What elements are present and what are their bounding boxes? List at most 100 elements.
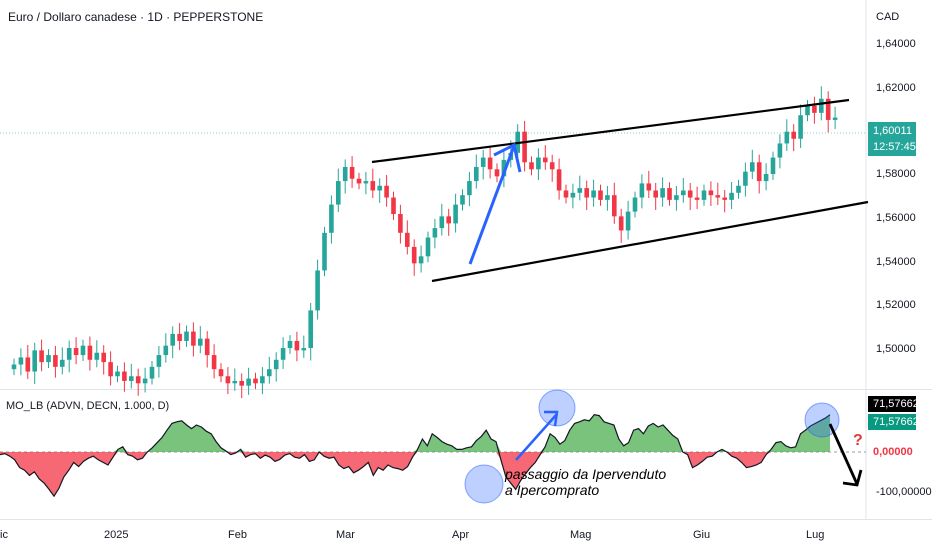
candle[interactable] (784, 131, 790, 144)
candle[interactable] (529, 162, 534, 170)
candle[interactable] (391, 197, 396, 214)
candle[interactable] (60, 359, 65, 367)
candle[interactable] (722, 197, 727, 200)
candle[interactable] (494, 169, 500, 177)
candle[interactable] (570, 192, 576, 198)
candle[interactable] (377, 185, 382, 191)
candle[interactable] (142, 378, 148, 384)
candle[interactable] (743, 171, 748, 186)
candle[interactable] (453, 204, 458, 224)
candle[interactable] (329, 204, 334, 233)
candle[interactable] (301, 348, 307, 351)
candle[interactable] (73, 348, 79, 356)
lower-channel-line[interactable] (431, 200, 869, 283)
candle[interactable] (487, 157, 493, 170)
candle[interactable] (563, 190, 569, 198)
candle[interactable] (349, 166, 355, 179)
candle[interactable] (170, 333, 175, 346)
candle[interactable] (770, 157, 776, 175)
candle[interactable] (108, 362, 113, 377)
candle[interactable] (825, 98, 831, 120)
candle[interactable] (729, 192, 734, 200)
candle[interactable] (632, 197, 638, 212)
candle[interactable] (694, 197, 700, 200)
candle[interactable] (653, 190, 658, 198)
candle[interactable] (432, 228, 438, 238)
candle[interactable] (80, 345, 86, 356)
candle[interactable] (667, 188, 672, 200)
candle[interactable] (460, 195, 465, 205)
candle[interactable] (480, 157, 486, 167)
candle[interactable] (398, 213, 403, 233)
candle[interactable] (584, 188, 589, 198)
candle[interactable] (25, 357, 31, 372)
candle[interactable] (467, 181, 472, 196)
candle[interactable] (832, 117, 838, 120)
candle[interactable] (280, 348, 286, 360)
candle[interactable] (660, 188, 665, 198)
candle[interactable] (549, 162, 555, 170)
candle[interactable] (577, 188, 583, 193)
candle[interactable] (556, 169, 562, 191)
candle[interactable] (598, 190, 603, 200)
candle[interactable] (115, 371, 120, 377)
candle[interactable] (308, 310, 313, 349)
candle[interactable] (46, 355, 51, 363)
candle[interactable] (218, 369, 224, 377)
candle[interactable] (522, 131, 527, 163)
chart-title[interactable]: Euro / Dollaro canadese · 1D · PEPPERSTO… (8, 10, 264, 24)
candle[interactable] (625, 211, 631, 231)
candle[interactable] (260, 376, 265, 384)
candle[interactable] (418, 256, 424, 264)
candle[interactable] (777, 143, 783, 158)
candle[interactable] (405, 232, 410, 247)
candle[interactable] (156, 355, 162, 367)
candle[interactable] (736, 185, 741, 193)
candle[interactable] (715, 195, 721, 198)
candle[interactable] (232, 380, 238, 384)
candle[interactable] (618, 216, 624, 231)
candle[interactable] (253, 378, 258, 384)
candle[interactable] (591, 190, 596, 198)
candle[interactable] (18, 357, 24, 365)
candle[interactable] (446, 216, 451, 224)
candle[interactable] (322, 232, 327, 271)
candle[interactable] (708, 190, 714, 196)
candle[interactable] (267, 369, 272, 377)
candle[interactable] (101, 352, 106, 363)
candle[interactable] (501, 159, 507, 177)
candle[interactable] (474, 166, 479, 182)
candle[interactable] (763, 174, 769, 182)
candle[interactable] (273, 359, 279, 370)
candle[interactable] (315, 270, 320, 311)
candle[interactable] (791, 131, 796, 139)
candle[interactable] (11, 364, 17, 370)
candle[interactable] (225, 376, 231, 384)
candle[interactable] (204, 338, 210, 356)
candle[interactable] (612, 195, 617, 217)
candle[interactable] (356, 178, 362, 184)
candle[interactable] (39, 350, 44, 363)
candle[interactable] (122, 371, 127, 381)
currency-label[interactable]: CAD (876, 11, 900, 23)
candle[interactable] (681, 190, 686, 196)
candle[interactable] (543, 157, 548, 163)
candle[interactable] (135, 376, 141, 384)
candle[interactable] (812, 105, 817, 113)
candle[interactable] (287, 340, 293, 349)
candle[interactable] (674, 195, 679, 200)
candle[interactable] (163, 345, 169, 356)
candle[interactable] (819, 98, 824, 113)
candle[interactable] (425, 237, 431, 257)
candle[interactable] (87, 345, 93, 360)
candle[interactable] (246, 378, 251, 386)
candle[interactable] (198, 338, 203, 346)
candle[interactable] (239, 380, 244, 386)
candle[interactable] (336, 181, 341, 205)
candle[interactable] (66, 348, 72, 360)
candle[interactable] (94, 352, 100, 360)
candle[interactable] (177, 333, 182, 341)
candle[interactable] (294, 340, 300, 351)
candle[interactable] (439, 216, 445, 229)
